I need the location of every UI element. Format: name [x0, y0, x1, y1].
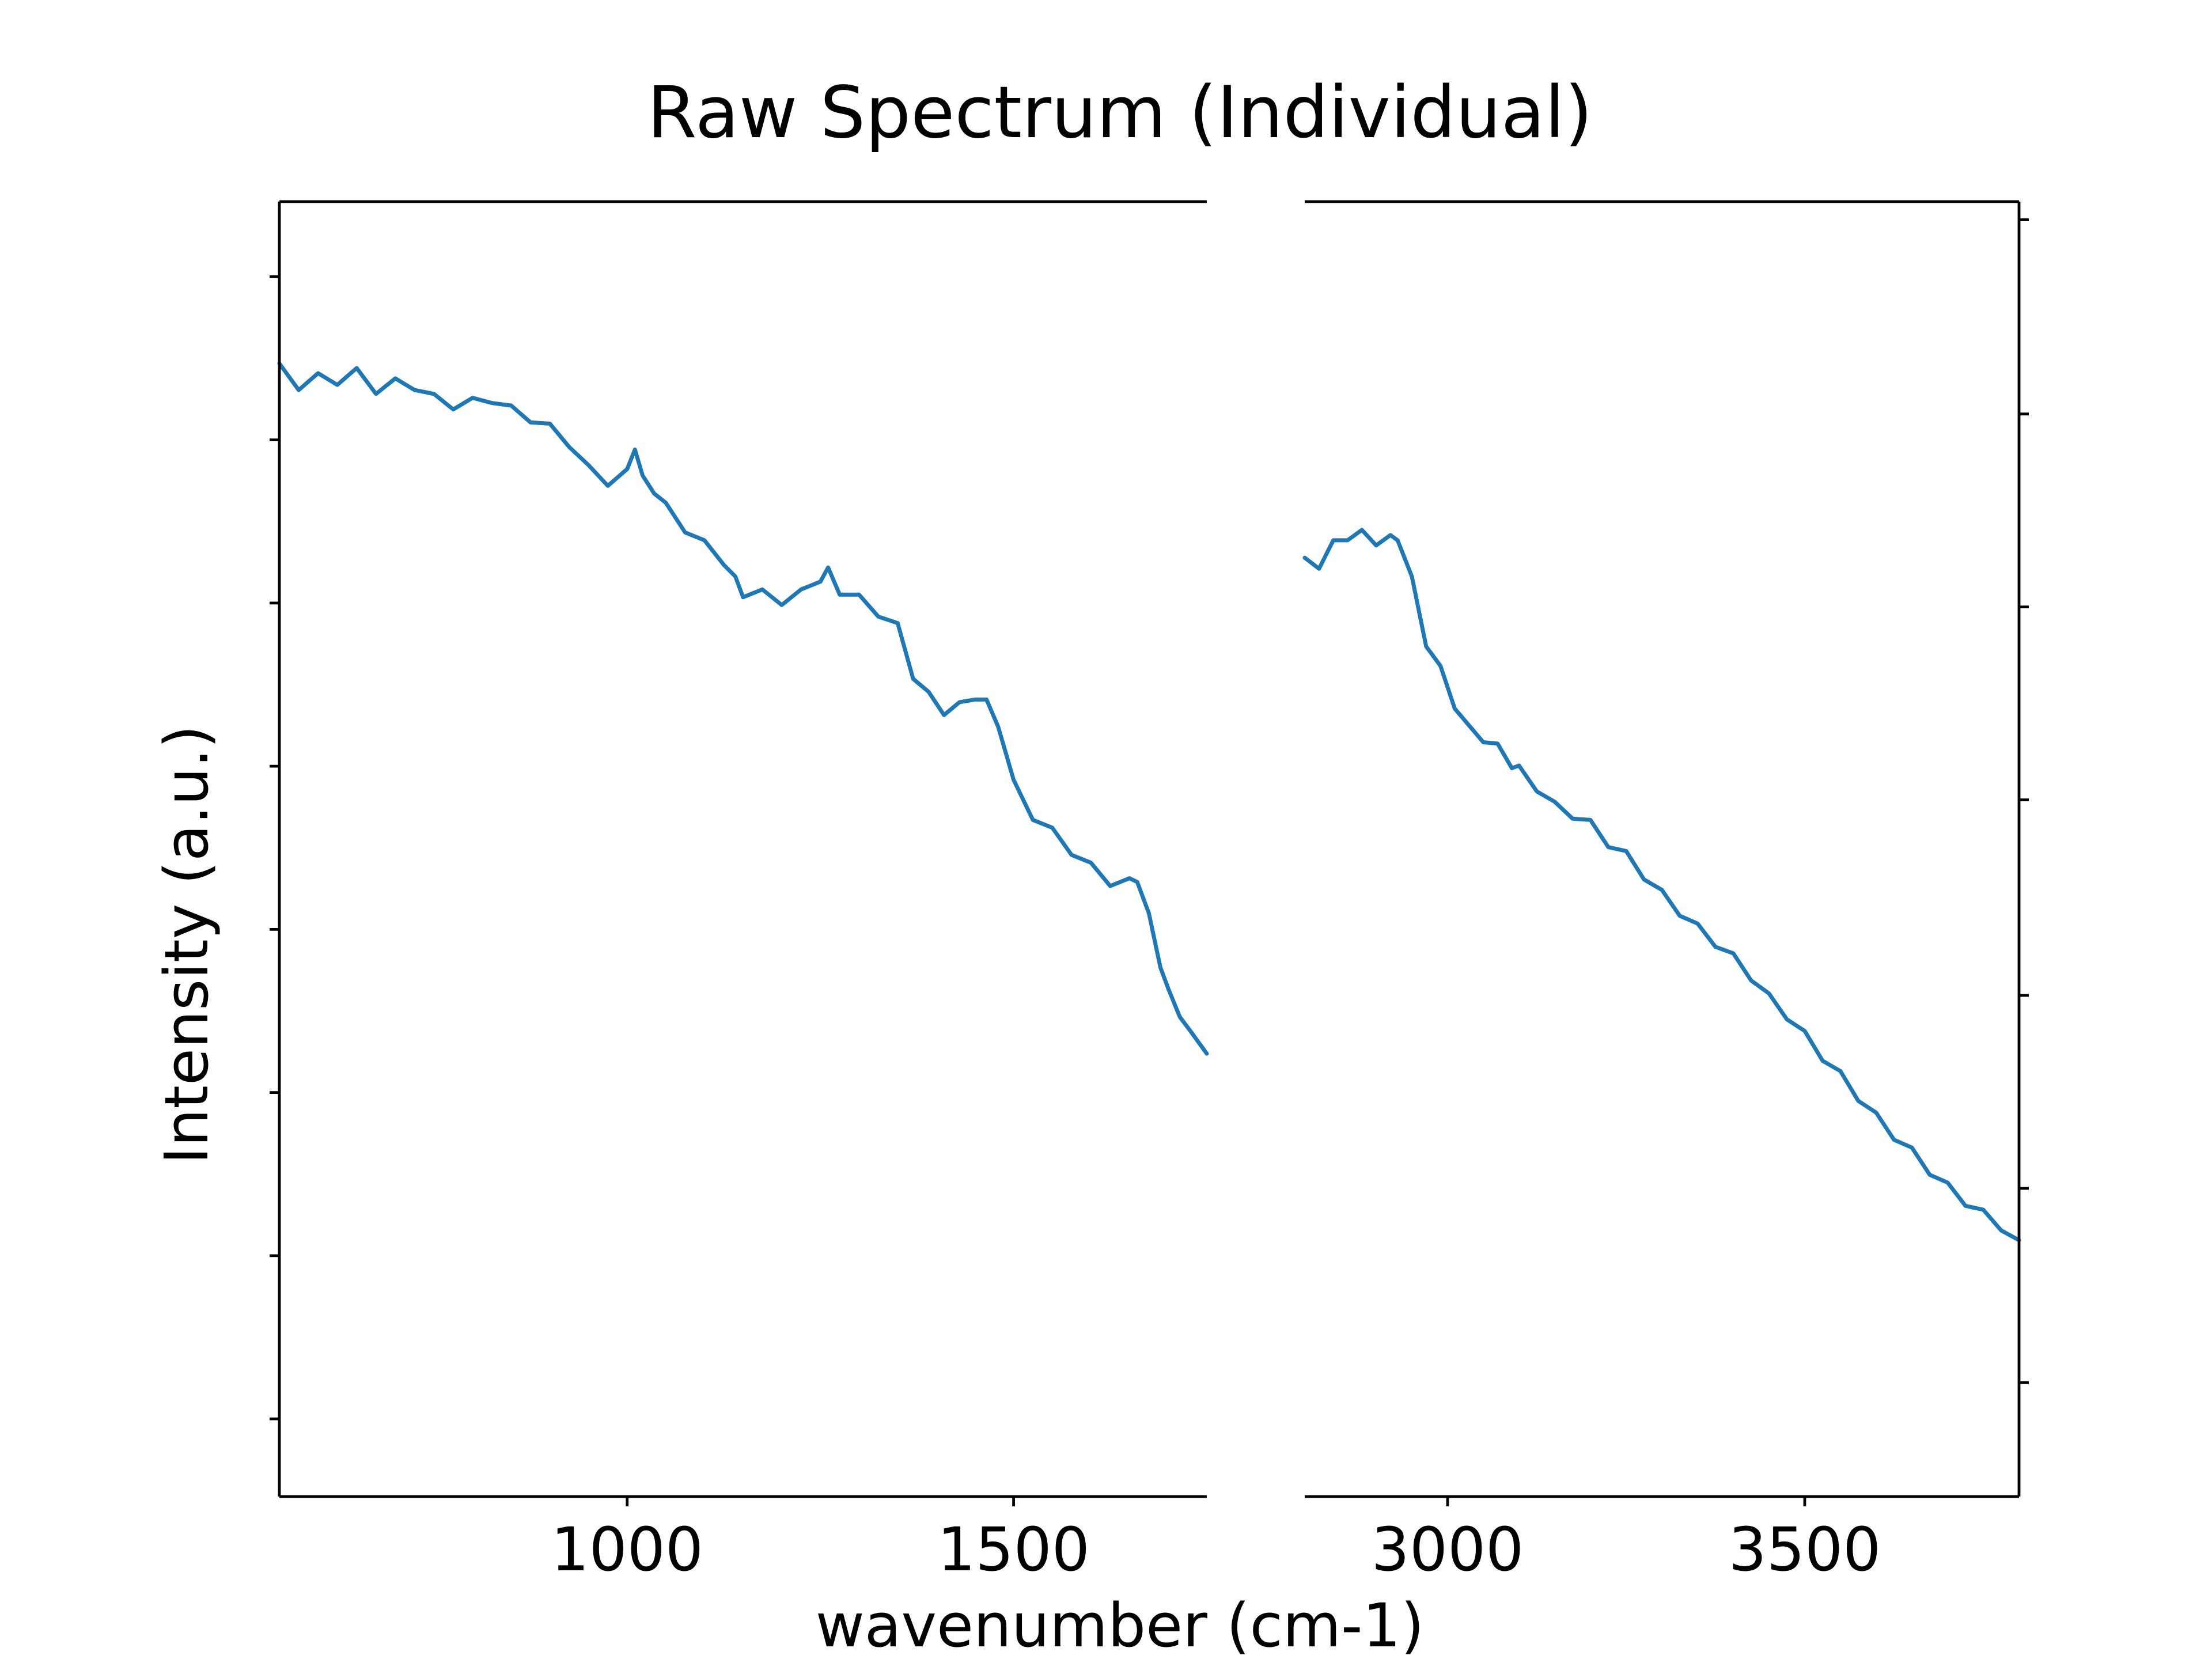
left-panel: 1000 1500 — [270, 200, 1209, 1585]
right-panel-x-tick-label: 3500 — [1729, 1514, 1881, 1585]
left-panel-x-tick-label: 1500 — [937, 1514, 1090, 1585]
right-panel-x-tick-label: 3000 — [1372, 1514, 1524, 1585]
chart-title: Raw Spectrum (Individual) — [647, 71, 1592, 154]
right-panel: 3000 3500 — [1302, 200, 2029, 1585]
left-panel-x-tick-label: 1000 — [551, 1514, 703, 1585]
y-axis-label: Intensity (a.u.) — [151, 725, 222, 1165]
right-panel-series-line — [1302, 528, 2021, 1243]
x-axis-label: wavenumber (cm-1) — [816, 1590, 1425, 1659]
left-panel-series-line — [277, 361, 1209, 1056]
